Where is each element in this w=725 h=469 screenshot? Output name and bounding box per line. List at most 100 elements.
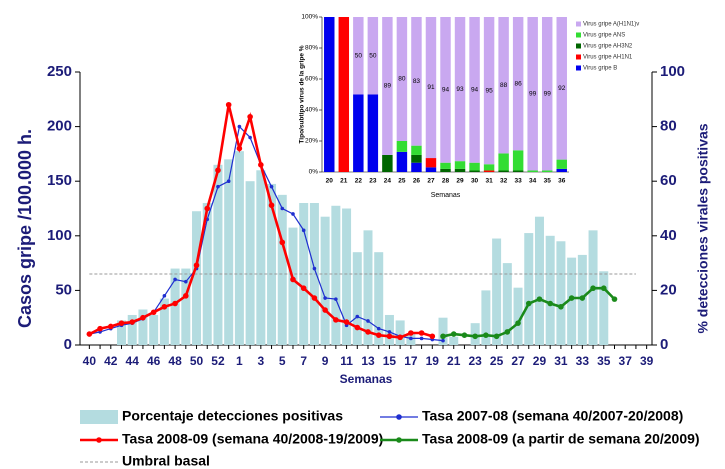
bar-segment — [498, 153, 509, 171]
line-marker — [375, 332, 382, 338]
x-tick-label: 21 — [340, 178, 348, 185]
bar — [342, 208, 352, 345]
line-marker — [268, 202, 275, 209]
line-marker — [291, 212, 295, 216]
y-tick-label: 100 — [47, 227, 72, 244]
legend-label: Virus gripe ANS — [583, 33, 625, 39]
line-marker — [515, 320, 521, 326]
bar — [170, 268, 180, 345]
x-tick-label: 36 — [558, 178, 566, 185]
x-tick-label: 26 — [413, 178, 421, 185]
line-marker — [97, 325, 103, 332]
bar-segment — [454, 168, 466, 172]
line-marker — [472, 333, 478, 340]
line-marker — [236, 145, 243, 152]
x-tick-label: 15 — [383, 354, 397, 368]
legend-label: Tasa 2008-09 (a partir de semana 20/2009… — [422, 431, 700, 447]
bar-segment — [556, 17, 567, 160]
main-chart: 0 50 100 150 200 250 0 20 40 60 80 100 40 42 44 46 48 50 5… — [15, 63, 711, 469]
value-label: 99 — [544, 90, 552, 97]
y2-tick-label: 0 — [660, 336, 668, 353]
value-label: 50 — [355, 52, 363, 59]
bar — [159, 298, 169, 345]
bar-segment — [411, 145, 422, 155]
x-tick-label: 17 — [404, 354, 418, 368]
bar-segment — [469, 170, 480, 172]
bar-segment — [527, 170, 538, 172]
x-tick-label: 9 — [322, 354, 329, 368]
line-marker — [150, 309, 157, 316]
line-marker — [386, 333, 393, 340]
value-label: 95 — [485, 87, 493, 94]
x-tick-label: 30 — [471, 178, 479, 185]
bar — [481, 290, 491, 345]
bar — [438, 317, 448, 345]
y2-tick-label: 40 — [660, 227, 677, 244]
line-marker — [600, 285, 607, 292]
value-label: 50 — [369, 52, 377, 59]
value-label: 91 — [427, 84, 435, 91]
line-marker — [162, 294, 167, 298]
bar-segment — [512, 17, 524, 151]
line-marker — [441, 338, 445, 343]
value-label: 88 — [500, 82, 508, 89]
line-marker — [86, 331, 93, 337]
bar — [599, 271, 609, 345]
bar — [331, 205, 341, 345]
x-tick-label: 24 — [384, 178, 392, 185]
line-marker — [397, 334, 403, 341]
line-marker — [184, 279, 188, 284]
bar — [309, 186, 319, 345]
value-label: 89 — [384, 83, 392, 90]
x-tick-label: 35 — [544, 178, 552, 185]
line-marker — [493, 333, 500, 340]
bar — [299, 200, 309, 345]
x-tick-label: 37 — [619, 354, 633, 368]
x-tick-label: 1 — [236, 354, 243, 368]
line-marker — [301, 228, 306, 233]
x-tick-label: 39 — [640, 354, 654, 368]
value-label: 80 — [398, 76, 406, 83]
line-marker — [225, 101, 232, 108]
bar-segment — [483, 170, 495, 172]
legend-swatch-marker — [96, 437, 102, 443]
x-tick-label: 34 — [529, 178, 537, 185]
bar — [213, 164, 223, 345]
y2-axis-title: % detecciones virales positivas — [695, 123, 711, 333]
value-label: 83 — [413, 78, 421, 85]
line-marker — [300, 285, 307, 292]
legend-label: Virus gripe B — [583, 66, 617, 72]
bar — [492, 238, 502, 345]
bar-segment — [512, 150, 524, 171]
line-marker — [322, 307, 328, 313]
line-marker — [279, 239, 286, 246]
bar — [277, 194, 287, 345]
bar — [545, 235, 555, 345]
legend-swatch — [576, 43, 581, 49]
line-marker — [558, 303, 564, 310]
bar-segment — [454, 161, 466, 169]
x-tick-label: 29 — [533, 354, 547, 368]
line-marker — [129, 319, 136, 325]
y-tick-label: 200 — [47, 118, 72, 135]
bar — [192, 211, 202, 345]
bar-segment — [440, 168, 451, 172]
line-marker — [419, 336, 424, 341]
bar-segment — [382, 17, 393, 155]
x-tick-label: 44 — [126, 354, 140, 368]
bar — [117, 320, 127, 345]
x-tick-label: 40 — [83, 354, 97, 368]
line-marker — [525, 300, 532, 307]
y2-tick-label: 100 — [660, 63, 685, 80]
x-tick-label: 13 — [361, 354, 375, 368]
x-tick-label: 7 — [300, 354, 307, 368]
value-label: 99 — [529, 90, 537, 97]
y-tick-label: 150 — [47, 172, 72, 189]
y-axis-title: Casos gripe /100.000 h. — [15, 129, 35, 328]
y-tick-label: 60% — [305, 76, 318, 83]
line-marker — [258, 162, 264, 168]
line-marker — [323, 296, 327, 300]
line-marker — [343, 319, 350, 325]
x-tick-label: 28 — [442, 178, 450, 185]
x-tick-label: 50 — [190, 354, 204, 368]
